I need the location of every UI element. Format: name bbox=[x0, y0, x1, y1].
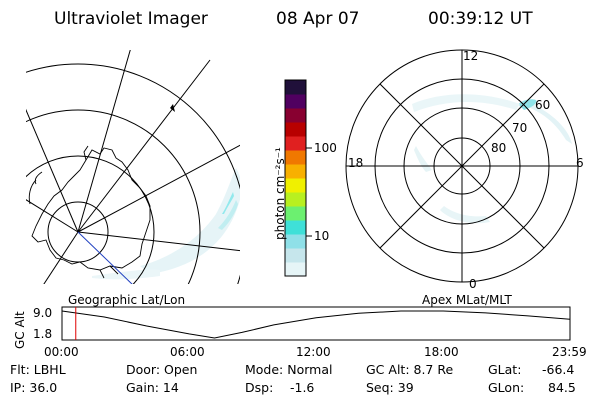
color-scale-swatch bbox=[285, 234, 306, 249]
altitude-plot-frame bbox=[61, 306, 571, 341]
ip-info: IP: 36.0 bbox=[10, 380, 58, 395]
color-scale-swatch bbox=[285, 262, 306, 277]
altitude-tick-min: 1.8 bbox=[33, 327, 53, 341]
color-scale-swatch bbox=[285, 108, 306, 123]
dsp-label: Dsp: bbox=[245, 380, 274, 395]
mlat-label-70: 70 bbox=[512, 121, 528, 135]
altitude-axis-label: GC Alt bbox=[13, 311, 27, 349]
color-scale-swatch bbox=[285, 206, 306, 221]
right-plot-caption: Apex MLat/MLT bbox=[422, 293, 512, 307]
color-scale-swatch bbox=[285, 80, 306, 95]
glat-label: GLat: bbox=[488, 362, 522, 377]
mlt-spokes bbox=[346, 50, 578, 282]
island-marker bbox=[170, 104, 175, 112]
glat-value: -66.4 bbox=[542, 362, 575, 377]
color-scale-swatch bbox=[285, 192, 306, 207]
mlt-label-12: 12 bbox=[463, 49, 479, 63]
gc-alt-info: GC Alt: 8.7 Re bbox=[366, 362, 454, 377]
altitude-curve bbox=[61, 310, 570, 339]
color-scale-swatch bbox=[285, 178, 306, 193]
observation-date: 08 Apr 07 bbox=[276, 9, 360, 29]
left-map-caption: Geographic Lat/Lon bbox=[68, 293, 186, 307]
color-scale-swatch bbox=[285, 136, 306, 151]
mlat-label-80: 80 bbox=[491, 141, 507, 155]
observation-time: 00:39:12 UT bbox=[428, 9, 533, 29]
seq-info: Seq: 39 bbox=[366, 380, 414, 395]
color-scale-swatch bbox=[285, 248, 306, 263]
instrument-title: Ultraviolet Imager bbox=[54, 9, 208, 29]
color-scale-frame bbox=[284, 79, 307, 277]
color-scale-label-100: 100 bbox=[314, 141, 337, 155]
mlt-label-6: 6 bbox=[576, 156, 584, 170]
time-tick-1200: 12:00 bbox=[296, 345, 331, 359]
mlat-label-60: 60 bbox=[535, 98, 551, 112]
gain-info: Gain: 14 bbox=[126, 380, 179, 395]
color-scale-swatch bbox=[285, 220, 306, 235]
time-tick-0600: 06:00 bbox=[170, 345, 205, 359]
color-scale-swatch bbox=[285, 150, 306, 165]
time-tick-0000: 00:00 bbox=[44, 345, 79, 359]
latitude-circles bbox=[26, 63, 240, 284]
glon-label: GLon: bbox=[488, 380, 525, 395]
color-scale-swatch bbox=[285, 94, 306, 109]
color-scale-swatch bbox=[285, 164, 306, 179]
glon-value: 84.5 bbox=[548, 380, 576, 395]
coastline bbox=[28, 145, 151, 279]
color-scale-swatches bbox=[285, 80, 306, 277]
mlt-label-0: 0 bbox=[469, 277, 477, 291]
mode-info: Mode: Normal bbox=[245, 362, 333, 377]
dsp-value: -1.6 bbox=[290, 380, 315, 395]
color-scale-swatch bbox=[285, 122, 306, 137]
time-tick-2359: 23:59 bbox=[552, 345, 587, 359]
mlt-label-18: 18 bbox=[348, 156, 364, 170]
color-scale-label-10: 10 bbox=[314, 229, 330, 243]
satellite-track bbox=[77, 231, 133, 284]
altitude-tick-max: 9.0 bbox=[33, 306, 53, 320]
time-tick-1800: 18:00 bbox=[424, 345, 459, 359]
filter-info: Flt: LBHL bbox=[10, 362, 66, 377]
door-info: Door: Open bbox=[126, 362, 198, 377]
